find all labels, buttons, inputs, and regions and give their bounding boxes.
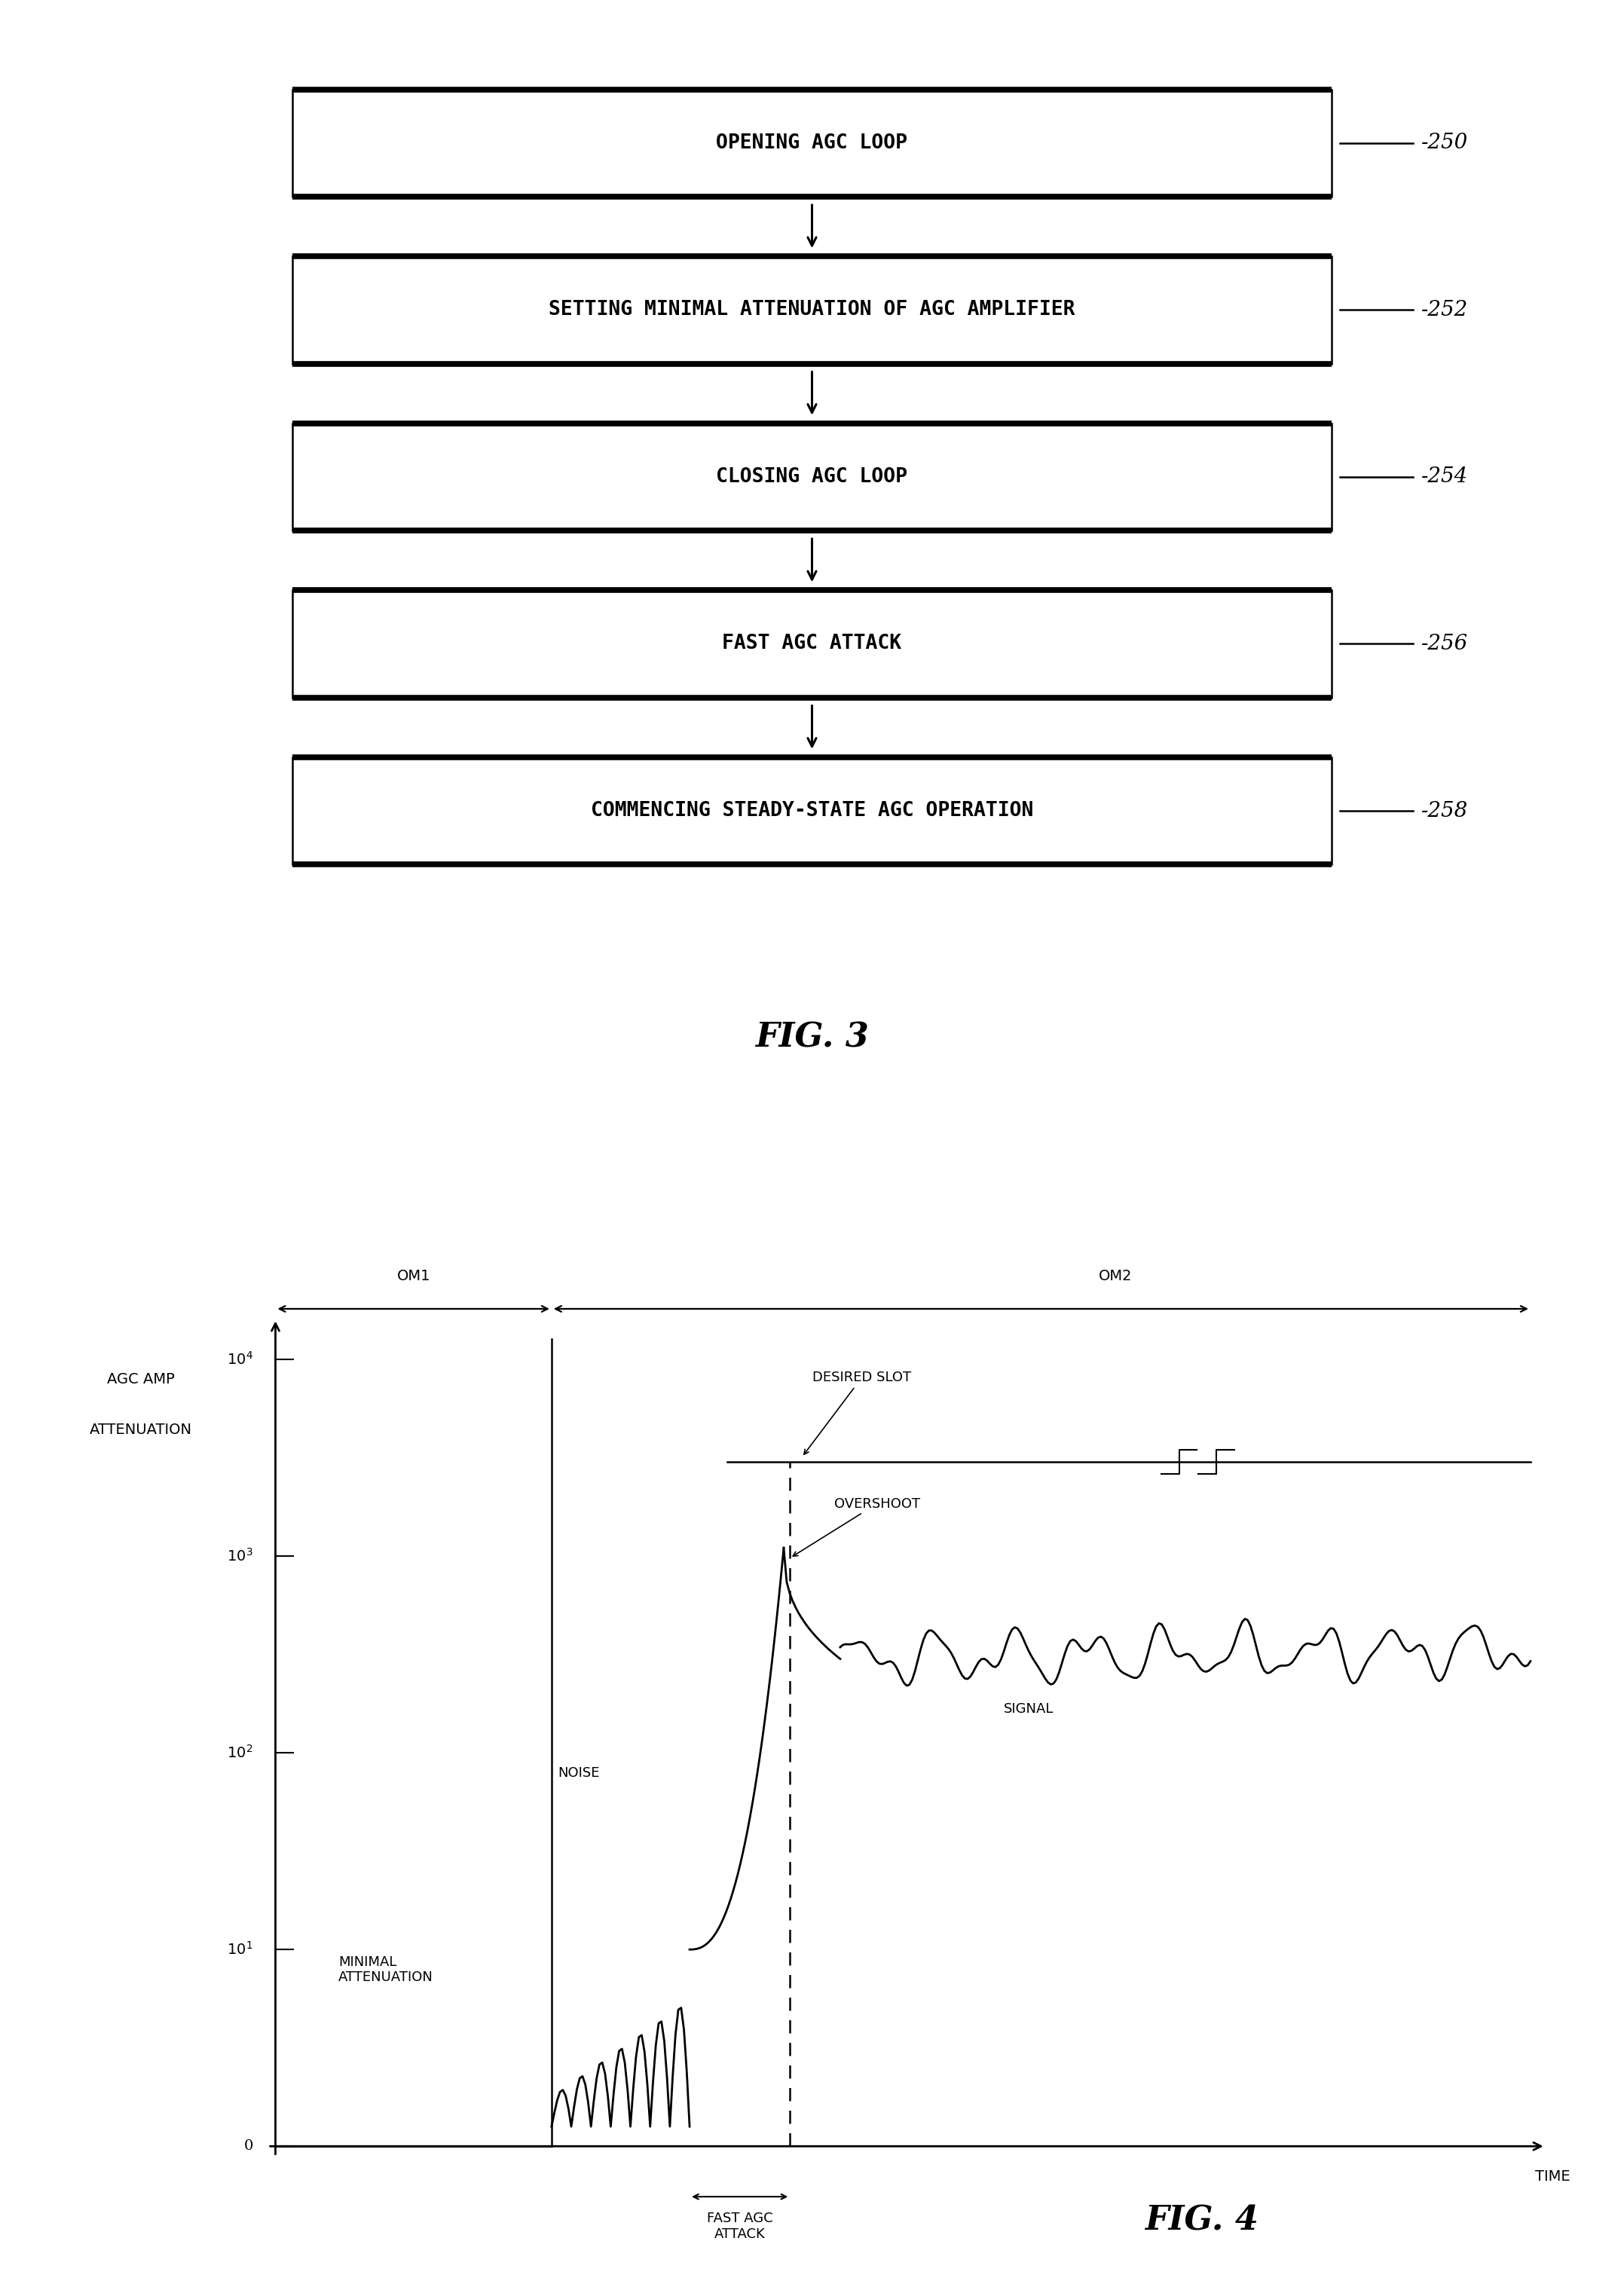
Text: TIME: TIME xyxy=(1535,2169,1570,2183)
Text: FIG. 3: FIG. 3 xyxy=(755,1020,869,1052)
Text: -252: -252 xyxy=(1421,300,1468,321)
Text: SIGNAL: SIGNAL xyxy=(1004,1704,1054,1715)
Text: FAST AGC
ATTACK: FAST AGC ATTACK xyxy=(706,2213,773,2240)
Text: -250: -250 xyxy=(1421,133,1468,154)
Text: FIG. 4: FIG. 4 xyxy=(1145,2204,1259,2238)
Text: $10^4$: $10^4$ xyxy=(227,1351,253,1367)
Bar xyxy=(292,89,1332,197)
Text: 0: 0 xyxy=(244,2139,253,2153)
Bar xyxy=(292,424,1332,530)
Text: NOISE: NOISE xyxy=(557,1766,599,1779)
Text: $10^2$: $10^2$ xyxy=(227,1745,253,1761)
Bar xyxy=(292,257,1332,365)
Text: CLOSING AGC LOOP: CLOSING AGC LOOP xyxy=(716,468,908,486)
Text: FAST AGC ATTACK: FAST AGC ATTACK xyxy=(723,635,901,654)
Text: $10^3$: $10^3$ xyxy=(227,1548,253,1564)
Bar xyxy=(292,589,1332,697)
Text: OM1: OM1 xyxy=(396,1270,430,1284)
Text: OM2: OM2 xyxy=(1099,1270,1132,1284)
Text: COMMENCING STEADY-STATE AGC OPERATION: COMMENCING STEADY-STATE AGC OPERATION xyxy=(591,800,1033,821)
Text: OPENING AGC LOOP: OPENING AGC LOOP xyxy=(716,133,908,154)
Text: $10^1$: $10^1$ xyxy=(227,1942,253,1958)
Text: OVERSHOOT: OVERSHOOT xyxy=(793,1497,919,1557)
Text: -256: -256 xyxy=(1421,633,1468,654)
Text: DESIRED SLOT: DESIRED SLOT xyxy=(804,1371,911,1454)
Text: -258: -258 xyxy=(1421,800,1468,821)
Text: -254: -254 xyxy=(1421,468,1468,486)
Text: SETTING MINIMAL ATTENUATION OF AGC AMPLIFIER: SETTING MINIMAL ATTENUATION OF AGC AMPLI… xyxy=(549,300,1075,319)
Bar xyxy=(292,757,1332,864)
Text: MINIMAL
ATTENUATION: MINIMAL ATTENUATION xyxy=(338,1956,434,1983)
Text: AGC AMP: AGC AMP xyxy=(107,1371,175,1387)
Text: ATTENUATION: ATTENUATION xyxy=(89,1422,192,1438)
